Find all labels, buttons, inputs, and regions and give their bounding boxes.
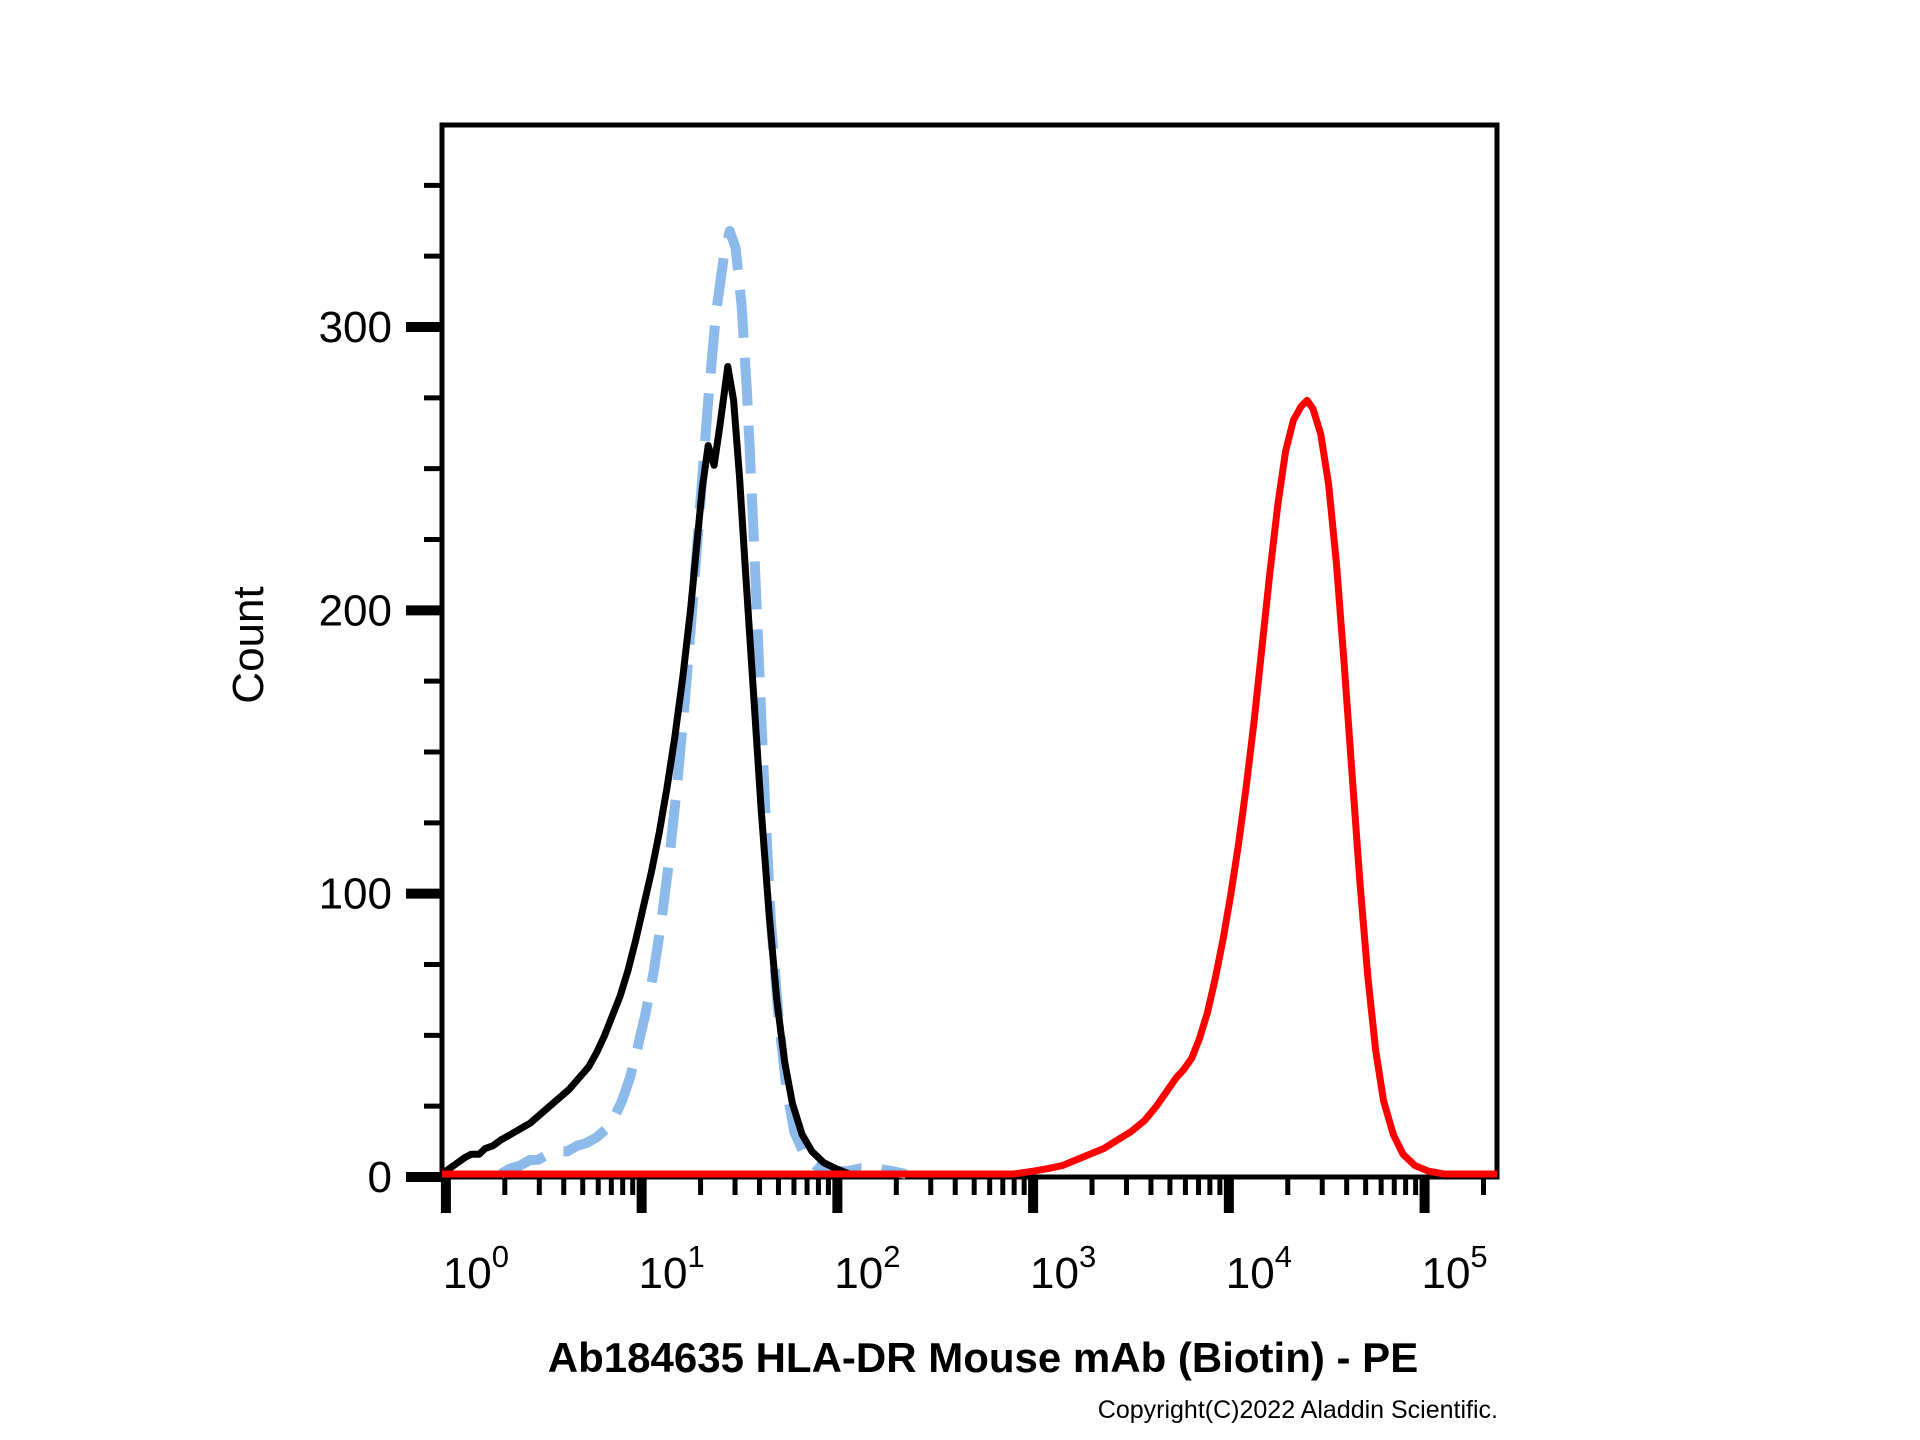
y-axis-tick-label: 0 bbox=[368, 1153, 392, 1202]
y-axis-tick-label: 200 bbox=[319, 586, 392, 635]
copyright-text: Copyright(C)2022 Aladdin Scientific. bbox=[1097, 1396, 1498, 1424]
chart-title: Ab184635 HLA-DR Mouse mAb (Biotin) - PE bbox=[547, 1334, 1419, 1381]
x-axis-tick-label: 103 bbox=[1030, 1239, 1096, 1298]
x-axis-tick-label: 105 bbox=[1421, 1239, 1487, 1298]
x-axis-tick-label: 101 bbox=[639, 1239, 705, 1298]
x-axis-tick-label: 100 bbox=[443, 1239, 509, 1298]
y-axis-tick-label: 100 bbox=[319, 870, 392, 919]
x-axis-tick-label: 102 bbox=[834, 1239, 900, 1298]
y-axis-title: Count bbox=[224, 586, 273, 704]
curve-isotype-control-dashed-blue bbox=[498, 226, 907, 1179]
curve-stained-sample-red bbox=[442, 396, 1497, 1178]
curve-unstained-control-black bbox=[439, 363, 851, 1178]
y-axis-tick-label: 300 bbox=[319, 303, 392, 352]
plot-frame bbox=[439, 122, 1500, 1180]
x-axis-tick-label: 104 bbox=[1226, 1239, 1292, 1298]
